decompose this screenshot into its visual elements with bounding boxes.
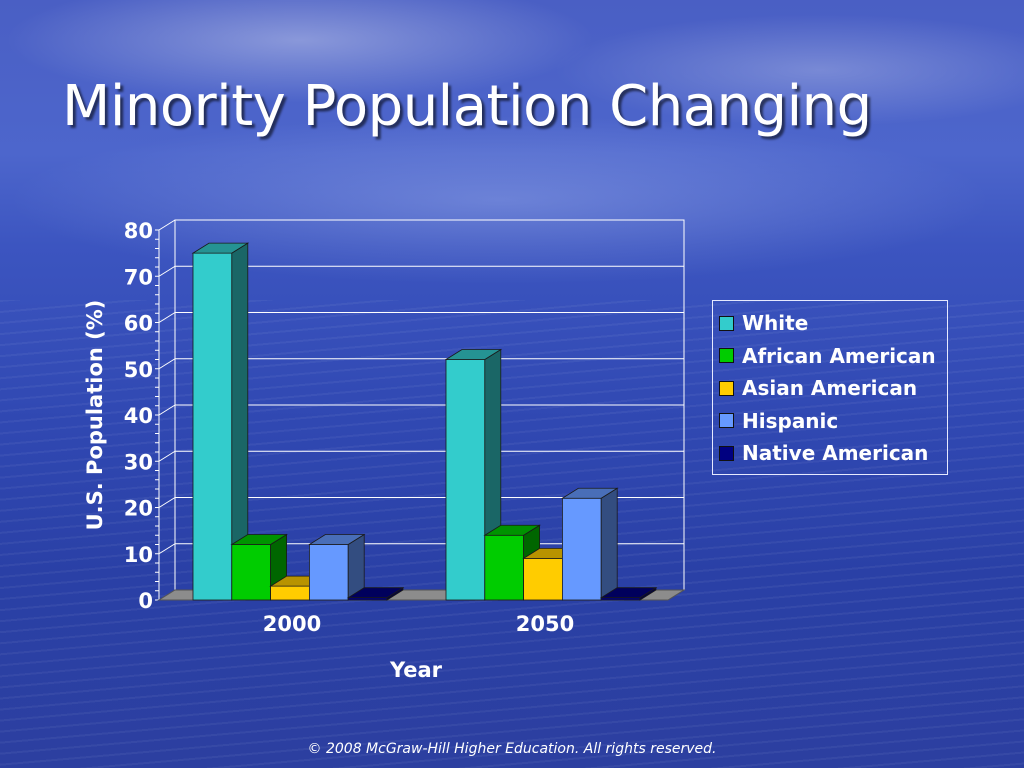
y-tick-label: 0 <box>138 589 153 613</box>
bar <box>445 359 486 601</box>
legend-swatch <box>719 380 734 396</box>
bar-top <box>346 587 405 599</box>
bar-top <box>191 242 250 254</box>
bar-top <box>444 349 503 360</box>
bar <box>270 585 310 601</box>
y-tick-label: 20 <box>124 497 153 521</box>
gridline-side <box>158 312 176 323</box>
y-tick-label: 40 <box>124 404 153 428</box>
legend-item: African American <box>719 340 947 373</box>
y-tick-label: 80 <box>124 219 153 243</box>
gridline-side <box>158 358 176 370</box>
legend-swatch <box>719 413 734 429</box>
y-tick-label: 70 <box>124 265 153 289</box>
legend-label: Hispanic <box>742 408 839 433</box>
y-axis-title: U.S. Population (%) <box>83 300 107 531</box>
bar-top <box>483 524 541 536</box>
legend-label: Asian American <box>742 376 918 401</box>
gridline-side <box>158 219 176 231</box>
x-axis-title: Year <box>389 658 443 682</box>
legend-item: Native American <box>719 437 947 470</box>
bar <box>484 534 524 601</box>
bar <box>192 252 233 601</box>
legend-swatch <box>719 445 734 461</box>
gridline-side <box>158 265 176 277</box>
bar <box>523 557 563 601</box>
bar <box>308 544 349 601</box>
x-tick-label: 2050 <box>516 612 574 636</box>
gridline-side <box>158 404 176 416</box>
legend-item: Hispanic <box>719 405 947 438</box>
legend-swatch <box>719 348 734 364</box>
legend-item: Asian American <box>719 372 947 405</box>
y-tick-label: 30 <box>124 450 153 474</box>
bar-chart: 0 10 20 30 40 50 60 70 80 2000 2050 Year U.S. Popula… <box>83 219 686 682</box>
y-tick-label: 10 <box>124 543 153 567</box>
bar-side <box>600 487 618 601</box>
legend-label: African American <box>742 343 936 368</box>
y-tick-label: 50 <box>124 358 153 382</box>
slide-title: Minority Population Changing <box>62 74 872 139</box>
bar-top <box>230 534 288 545</box>
legend-label: Native American <box>742 441 929 466</box>
y-tick-label: 60 <box>124 312 153 336</box>
bar <box>562 497 602 601</box>
bar-top <box>599 587 658 599</box>
copyright-footer: © 2008 McGraw-Hill Higher Education. All… <box>307 741 717 757</box>
gridline-side <box>158 543 176 555</box>
gridline-side <box>158 497 176 508</box>
bar <box>231 544 272 601</box>
gridline-side <box>158 450 176 462</box>
bar-top <box>561 487 619 499</box>
x-tick-label: 2000 <box>263 612 321 636</box>
legend-label: White <box>742 311 809 336</box>
legend-item: White <box>719 307 947 340</box>
legend-swatch <box>719 315 734 331</box>
bar-top <box>308 534 366 545</box>
chart-legend: White African American Asian American Hispa… <box>712 300 948 475</box>
